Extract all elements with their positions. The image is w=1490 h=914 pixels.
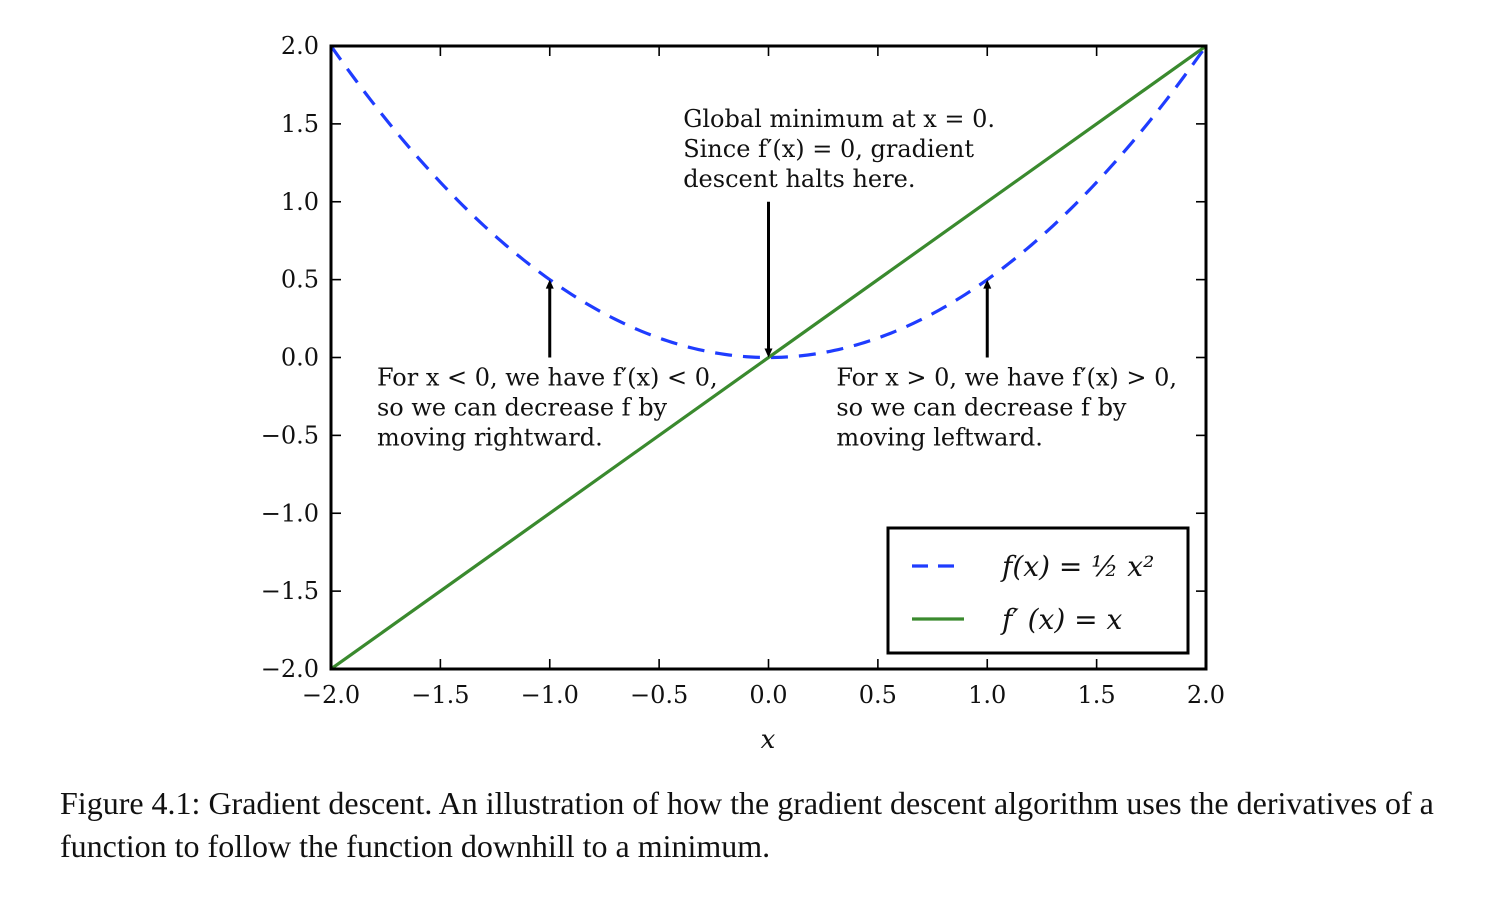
- annotation-text-3: For x > 0, we have f′(x) > 0, so we can d…: [836, 364, 1177, 452]
- annotation-line: so we can decrease f by: [836, 394, 1127, 422]
- annotation-line: moving leftward.: [836, 424, 1043, 452]
- annotation-line: moving rightward.: [377, 424, 603, 452]
- annotation-line: For x > 0, we have f′(x) > 0,: [836, 364, 1177, 392]
- x-tick-label: −0.5: [630, 681, 688, 709]
- x-tick-label: 1.5: [1078, 681, 1116, 709]
- annotations: Global minimum at x = 0. Since f′(x) = 0,…: [377, 105, 1177, 452]
- legend-label-2: f′ (x) = x: [1000, 603, 1123, 636]
- x-tick-label: −1.5: [411, 681, 469, 709]
- x-axis-label: x: [761, 725, 776, 755]
- chart: −2.0 −1.5 −1.0 −0.5 0.0 0.5 1.0 1.5 2.0 2.0 1.5 1.0…: [261, 32, 1225, 755]
- series-line-1: [331, 46, 1206, 360]
- annotation-line: Global minimum at x = 0.: [683, 105, 995, 133]
- x-tick-label: −1.0: [521, 681, 579, 709]
- annotation-arrowhead-3: [983, 279, 992, 289]
- annotation-line: descent halts here.: [683, 165, 915, 193]
- y-tick-label: 0.5: [281, 266, 319, 294]
- annotation-arrowhead-1: [764, 348, 773, 358]
- x-tick-label: 1.0: [968, 681, 1006, 709]
- annotation-text-1: Global minimum at x = 0. Since f′(x) = 0,…: [683, 105, 995, 193]
- y-tick-label: 1.5: [281, 110, 319, 138]
- y-tick-label: −0.5: [261, 421, 319, 449]
- x-tick-label: 2.0: [1187, 681, 1225, 709]
- x-tick-label: −2.0: [302, 681, 360, 709]
- legend: f(x) = ½ x² f′ (x) = x: [886, 526, 1190, 655]
- y-tick-label: 0.0: [281, 344, 319, 372]
- x-tick-label: 0.5: [859, 681, 897, 709]
- annotation-line: so we can decrease f by: [377, 394, 668, 422]
- annotation-line: For x < 0, we have f′(x) < 0,: [377, 364, 718, 392]
- legend-label-1: f(x) = ½ x²: [1000, 550, 1154, 583]
- y-tick-label: −1.5: [261, 577, 319, 605]
- annotation-line: Since f′(x) = 0, gradient: [683, 135, 974, 163]
- axis-ticks: −2.0 −1.5 −1.0 −0.5 0.0 0.5 1.0 1.5 2.0 2.0 1.5 1.0…: [261, 32, 1225, 709]
- y-tick-label: −2.0: [261, 655, 319, 683]
- x-tick-label: 0.0: [749, 681, 787, 709]
- y-tick-label: −1.0: [261, 499, 319, 527]
- y-tick-label: 1.0: [281, 188, 319, 216]
- figure-caption: Figure 4.1: Gradient descent. An illustr…: [60, 785, 1434, 864]
- y-tick-label: 2.0: [281, 32, 319, 60]
- annotation-arrowhead-2: [545, 279, 554, 289]
- annotation-text-2: For x < 0, we have f′(x) < 0, so we can d…: [377, 364, 718, 452]
- legend-box: [886, 526, 1190, 655]
